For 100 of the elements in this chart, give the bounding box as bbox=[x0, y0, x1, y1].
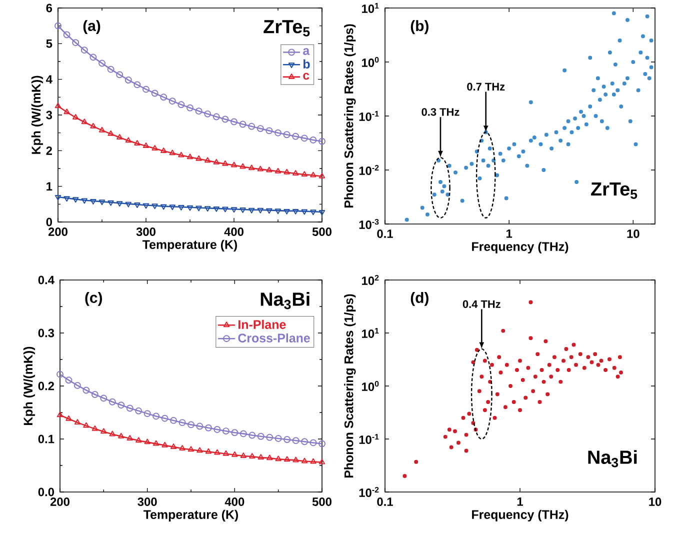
y-axis-title: Phonon Scattering Rates (1/ps) bbox=[344, 294, 356, 478]
annotation: 0.7 THz bbox=[467, 82, 505, 91]
point bbox=[266, 166, 272, 172]
point bbox=[83, 422, 90, 428]
point bbox=[213, 158, 220, 164]
point bbox=[222, 160, 228, 166]
point bbox=[186, 154, 194, 160]
point bbox=[178, 101, 185, 108]
point bbox=[240, 430, 247, 438]
point bbox=[310, 136, 317, 144]
point bbox=[222, 428, 230, 435]
point bbox=[301, 458, 308, 464]
point bbox=[134, 202, 140, 208]
point bbox=[134, 81, 141, 88]
point bbox=[222, 116, 229, 123]
point bbox=[239, 120, 246, 128]
legend-label: b bbox=[304, 59, 310, 68]
x-tick-label: 300 bbox=[138, 498, 157, 506]
point bbox=[196, 206, 202, 212]
point bbox=[144, 410, 151, 418]
y-tick-label: 0.2 bbox=[38, 382, 54, 390]
legend-label: In-Plane bbox=[238, 320, 286, 329]
point bbox=[144, 438, 150, 444]
annotation: 0.4 THz bbox=[462, 300, 500, 308]
point bbox=[72, 114, 79, 120]
point bbox=[134, 140, 140, 146]
point bbox=[90, 122, 96, 128]
point bbox=[152, 145, 158, 151]
point bbox=[74, 382, 81, 389]
point bbox=[274, 208, 282, 214]
point bbox=[266, 127, 273, 134]
point bbox=[283, 131, 290, 138]
point bbox=[178, 205, 184, 211]
y-tick-label: 10$^{-1}$ bbox=[359, 434, 379, 444]
point bbox=[142, 203, 150, 209]
point bbox=[162, 442, 168, 448]
y-axis-title: Phonon Scattering Rates (1/ps) bbox=[344, 24, 356, 208]
y-tick-label: 0.1 bbox=[38, 434, 54, 444]
point bbox=[108, 130, 114, 136]
point bbox=[258, 454, 264, 460]
point bbox=[204, 424, 212, 432]
point bbox=[98, 60, 106, 67]
annotation: Na$_{3}$Bi bbox=[588, 450, 637, 468]
annotation: (b) bbox=[410, 20, 428, 34]
point bbox=[310, 458, 316, 464]
point bbox=[107, 66, 114, 73]
point bbox=[188, 421, 194, 428]
y-tick-label: 10$^{0}$ bbox=[362, 56, 379, 67]
point bbox=[125, 137, 132, 143]
legend-label: c bbox=[303, 72, 310, 80]
point bbox=[136, 437, 142, 443]
point bbox=[124, 76, 132, 84]
point bbox=[74, 419, 81, 425]
point bbox=[196, 422, 204, 430]
point bbox=[230, 162, 238, 168]
point bbox=[222, 450, 230, 456]
point bbox=[179, 445, 186, 451]
x-axis-title: Frequency (THz) bbox=[472, 242, 568, 254]
x-tick-label: 1 bbox=[517, 498, 523, 506]
point bbox=[100, 428, 107, 434]
y-axis-title: Kph (W/(mK)) bbox=[23, 346, 36, 425]
point bbox=[248, 122, 256, 130]
point bbox=[65, 376, 72, 384]
point bbox=[80, 46, 88, 54]
point bbox=[108, 398, 116, 406]
point bbox=[100, 394, 108, 402]
point bbox=[64, 108, 70, 114]
point bbox=[90, 54, 97, 61]
x-tick-label: 400 bbox=[224, 228, 244, 236]
x-tick-label: 200 bbox=[50, 498, 70, 506]
point bbox=[126, 434, 133, 440]
point bbox=[142, 142, 150, 148]
annotation: Na$_{3}$Bi bbox=[260, 292, 310, 310]
annotation: ZrTe$_{5}$ bbox=[264, 20, 310, 36]
point bbox=[160, 94, 168, 101]
annotation: (d) bbox=[410, 292, 428, 306]
legend-label: Cross-Plane bbox=[238, 333, 310, 342]
point bbox=[168, 98, 176, 105]
point bbox=[257, 432, 264, 440]
point bbox=[232, 451, 238, 457]
point bbox=[178, 419, 186, 426]
legend-label: a bbox=[303, 48, 310, 55]
point bbox=[188, 446, 194, 452]
point bbox=[152, 204, 158, 210]
point bbox=[170, 443, 177, 449]
point bbox=[257, 166, 264, 172]
point bbox=[186, 205, 194, 211]
point bbox=[301, 171, 308, 177]
y-tick-label: 10$^{1}$ bbox=[362, 3, 379, 13]
point bbox=[152, 440, 160, 446]
point bbox=[92, 425, 98, 431]
point bbox=[135, 407, 142, 414]
x-tick-label: 0.1 bbox=[377, 498, 393, 506]
x-tick-label: 1 bbox=[506, 230, 512, 238]
x-tick-label: 10 bbox=[627, 230, 640, 238]
point bbox=[72, 39, 80, 46]
annotation: 0.3 THz bbox=[422, 108, 460, 116]
y-tick-label: 10$^{0}$ bbox=[362, 380, 379, 392]
point bbox=[292, 208, 299, 214]
point bbox=[81, 118, 88, 124]
